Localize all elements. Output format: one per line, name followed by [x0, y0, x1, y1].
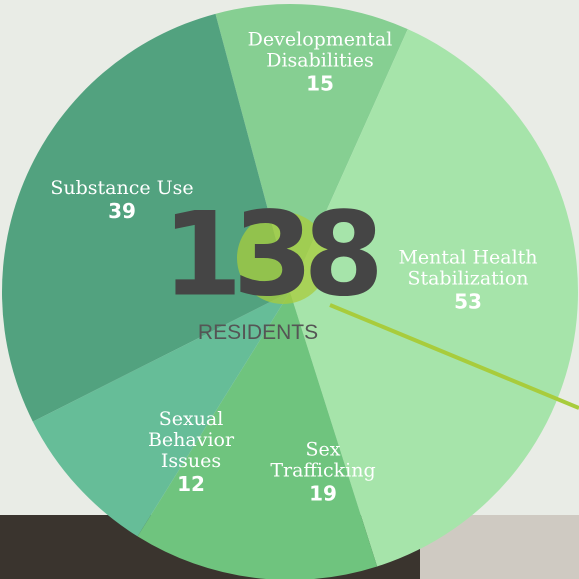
category-name: Substance Use — [50, 177, 193, 199]
value-label: 12 — [136, 474, 246, 495]
total-label: RESIDENTS — [198, 321, 318, 345]
infographic: 138 RESIDENTS Developmental Disabilities… — [0, 0, 579, 579]
category-name: Mental Health Stabilization — [398, 247, 537, 290]
value-label: 15 — [245, 74, 395, 95]
category-name: Developmental Disabilities — [248, 29, 393, 72]
value-label: 53 — [383, 292, 553, 313]
category-name: Sex Trafficking — [270, 439, 375, 482]
value-label: 39 — [27, 201, 217, 222]
value-label: 19 — [253, 484, 393, 505]
category-name: Sexual Behavior Issues — [148, 408, 234, 472]
